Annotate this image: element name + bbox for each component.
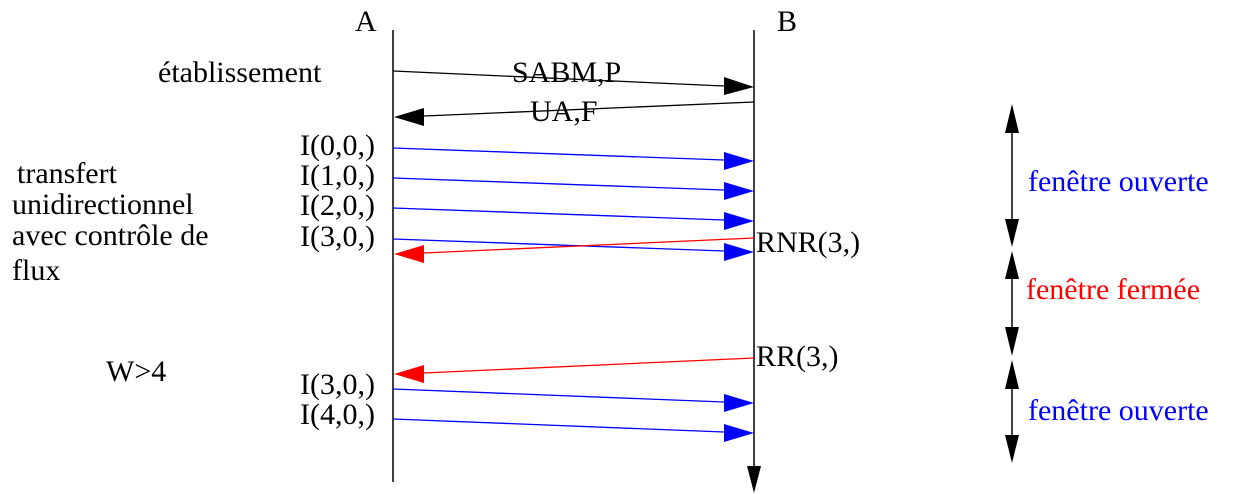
sabm-label: SABM,P (512, 56, 621, 89)
transfer-label-line3: avec contrôle de (12, 219, 209, 252)
transfer-label-line1: transfert (17, 157, 118, 190)
i10-arrow (392, 177, 754, 200)
ua-label: UA,F (530, 95, 598, 128)
i30-arrow (392, 238, 754, 261)
rnr-arrow (394, 237, 755, 263)
establishment-label: établissement (158, 56, 322, 89)
i20-label: I(2,0,) (300, 189, 375, 222)
window-bracket-open2 (1005, 360, 1019, 463)
rr-arrow (394, 357, 755, 383)
rnr-label: RNR(3,) (756, 226, 860, 259)
lifeline-b-arrowhead (747, 466, 761, 493)
station-b-label: B (777, 5, 797, 38)
window-bracket-open1 (1005, 104, 1019, 247)
window-closed-label: fenêtre fermée (1026, 273, 1200, 306)
transfer-label-line4: flux (12, 254, 60, 287)
i30-label: I(3,0,) (300, 220, 375, 253)
i10-label: I(1,0,) (300, 159, 375, 192)
window-note-label: W>4 (106, 355, 166, 388)
ua-arrow (394, 101, 755, 126)
transfer-label-line2: unidirectionnel (12, 188, 194, 221)
window-open2-label: fenêtre ouverte (1028, 394, 1209, 427)
i30b-label: I(3,0,) (300, 368, 375, 401)
window-open1-label: fenêtre ouverte (1028, 165, 1209, 198)
i30b-arrow (392, 388, 754, 412)
window-bracket-closed (1005, 251, 1019, 356)
station-a-label: A (355, 5, 377, 38)
sabm-arrow (392, 70, 754, 95)
rr-label: RR(3,) (756, 340, 839, 373)
i00-label: I(0,0,) (300, 129, 375, 162)
i20-arrow (392, 207, 754, 230)
i40-label: I(4,0,) (300, 398, 375, 431)
i00-arrow (392, 147, 754, 170)
i40-arrow (392, 418, 754, 442)
